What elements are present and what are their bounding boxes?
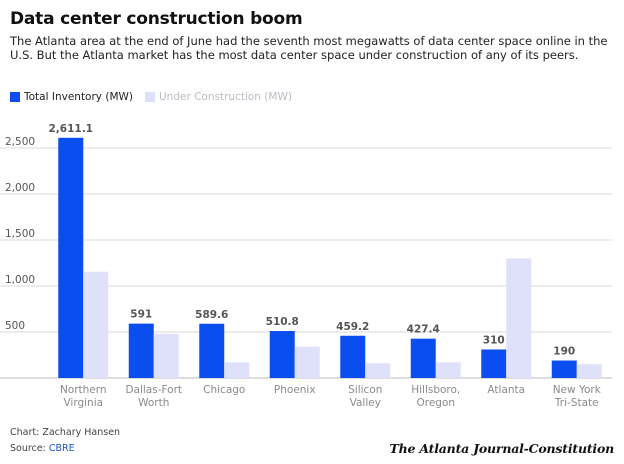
category-label: Virginia	[63, 397, 103, 409]
bar-under-construction	[294, 346, 320, 378]
bar-total-inventory	[551, 360, 577, 378]
bar-under-construction	[365, 363, 391, 378]
category-label: New York	[553, 384, 602, 396]
bar-value-label: 591	[130, 309, 152, 321]
legend-label-construction: Under Construction (MW)	[158, 91, 292, 103]
bar-total-inventory	[481, 349, 507, 378]
bar-total-inventory	[410, 338, 436, 378]
chart-title: Data center construction boom	[10, 9, 303, 29]
bar-under-construction	[224, 362, 250, 378]
y-tick-label: 2,500	[5, 136, 35, 148]
legend: Total Inventory (MW) Under Construction …	[10, 91, 304, 103]
bar-total-inventory	[199, 323, 225, 378]
legend-swatch-construction	[144, 92, 155, 102]
chart-subtitle: The Atlanta area at the end of June had …	[10, 34, 608, 62]
source-link[interactable]: CBRE	[48, 443, 75, 454]
bar-total-inventory	[128, 323, 154, 378]
category-label: Oregon	[416, 397, 455, 409]
category-label: Phoenix	[274, 384, 316, 396]
bar-value-label: 190	[553, 346, 575, 358]
bar-under-construction	[506, 258, 532, 378]
legend-swatch-total	[10, 92, 20, 102]
y-tick-label: 500	[5, 320, 25, 332]
legend-item-construction: Under Construction (MW)	[144, 91, 292, 103]
legend-label-total: Total Inventory (MW)	[24, 91, 133, 103]
category-label: Silicon	[348, 384, 382, 396]
category-label: Valley	[350, 397, 381, 409]
category-label: Hillsboro,	[411, 384, 460, 396]
bar-value-label: 459.2	[336, 321, 369, 333]
chart-source: Source: CBRE	[10, 443, 75, 454]
category-label: Worth	[138, 397, 169, 409]
bar-value-label: 2,611.1	[48, 123, 93, 135]
publisher-logo: The Atlanta Journal-Constitution	[389, 441, 614, 456]
bar-total-inventory	[340, 335, 366, 378]
category-label: Dallas-Fort	[125, 384, 182, 396]
legend-item-total: Total Inventory (MW)	[10, 91, 133, 103]
chart-credit: Chart: Zachary Hansen	[10, 427, 121, 438]
bar-total-inventory	[58, 137, 84, 378]
bar-under-construction	[435, 362, 461, 378]
y-tick-label: 1,500	[5, 228, 35, 240]
bar-under-construction	[576, 364, 602, 378]
bar-value-label: 589.6	[195, 309, 228, 321]
category-label: Tri-State	[554, 397, 599, 409]
bar-value-label: 310	[483, 334, 505, 346]
bar-value-label: 427.4	[407, 324, 440, 336]
bar-value-label: 510.8	[266, 316, 299, 328]
y-tick-label: 2,000	[5, 182, 35, 194]
category-label: Chicago	[203, 384, 245, 396]
category-label: Northern	[60, 384, 107, 396]
y-tick-label: 1,000	[5, 274, 35, 286]
bar-total-inventory	[269, 331, 295, 378]
bar-under-construction	[153, 333, 179, 378]
category-label: Atlanta	[487, 384, 525, 396]
source-label: Source:	[10, 443, 46, 454]
bar-under-construction	[83, 271, 109, 378]
